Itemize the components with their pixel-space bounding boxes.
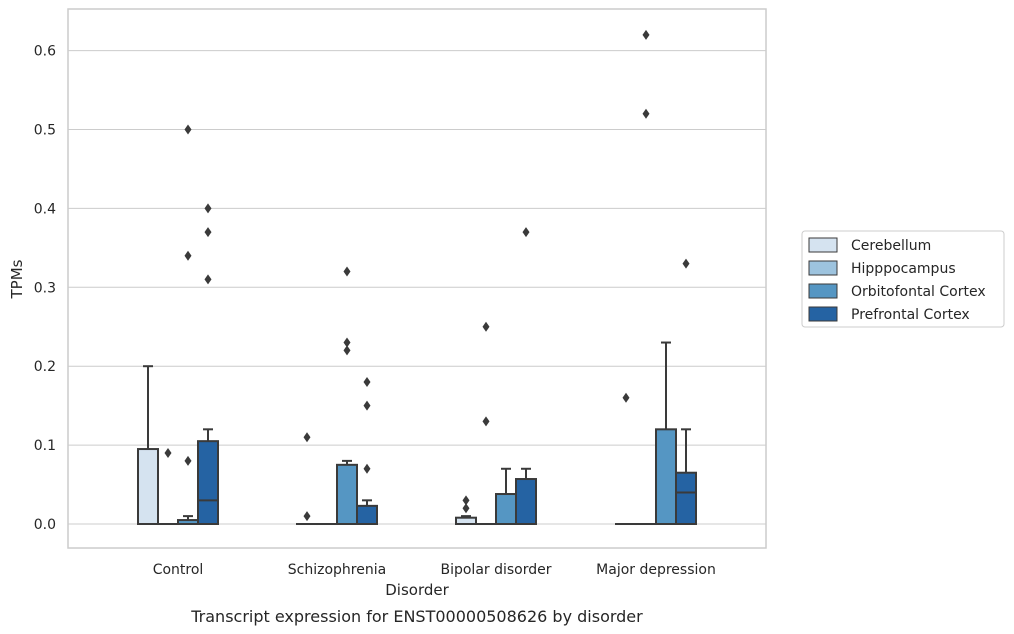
- outlier-point: [204, 227, 212, 238]
- box: [475, 321, 497, 526]
- plot-frame: [67, 8, 767, 549]
- outlier-point: [642, 108, 650, 119]
- box: [296, 432, 318, 526]
- box-body: [495, 493, 517, 526]
- box-body: [356, 504, 378, 525]
- box: [675, 258, 697, 525]
- legend-swatch: [808, 283, 838, 299]
- outlier-point: [642, 29, 650, 40]
- category-group: [137, 124, 219, 526]
- outlier-point: [682, 258, 690, 269]
- chart-caption: Transcript expression for ENST0000050862…: [190, 607, 643, 626]
- outlier-point: [343, 266, 351, 277]
- outlier-point: [343, 337, 351, 348]
- outlier-point: [343, 345, 351, 356]
- outlier-point: [303, 432, 311, 443]
- y-tick-label: 0.5: [34, 123, 56, 139]
- y-tick-label: 0.3: [34, 280, 56, 296]
- legend-item: Prefrontal Cortex: [808, 306, 970, 323]
- box-body: [675, 471, 697, 525]
- box-body: [197, 440, 219, 525]
- outlier-point: [184, 124, 192, 135]
- outlier-point: [522, 227, 530, 238]
- outlier-point: [622, 392, 630, 403]
- box-body: [655, 428, 677, 526]
- outlier-point: [303, 511, 311, 522]
- legend-frame: [801, 230, 1005, 328]
- y-axis-label: TPMs: [8, 259, 26, 299]
- box-body: [137, 448, 159, 526]
- x-tick-label: Bipolar disorder: [440, 562, 551, 578]
- box-body: [515, 478, 537, 526]
- legend-label: Orbitofontal Cortex: [851, 284, 986, 300]
- x-tick-label: Schizophrenia: [288, 562, 386, 578]
- outlier-point: [482, 416, 490, 427]
- box: [137, 365, 159, 526]
- outlier-point: [363, 463, 371, 474]
- outlier-point: [482, 321, 490, 332]
- legend-label: Hipppocampus: [851, 261, 956, 277]
- category-group: [615, 29, 697, 526]
- x-tick-labels: Control Schizophrenia Bipolar disorder Majo…: [153, 562, 716, 578]
- legend-label: Cerebellum: [851, 238, 931, 254]
- outlier-point: [204, 203, 212, 214]
- x-tick-label: Control: [153, 562, 204, 578]
- legend-item: Hipppocampus: [808, 260, 956, 277]
- category-group: [455, 227, 537, 526]
- x-axis-label: Disorder: [385, 581, 449, 599]
- box: [336, 266, 358, 526]
- y-tick-label: 0.6: [34, 44, 56, 60]
- y-tick-label: 0.2: [34, 359, 56, 375]
- y-tick-label: 0.0: [34, 517, 56, 533]
- legend-item: Cerebellum: [808, 237, 931, 254]
- y-tick-label: 0.1: [34, 438, 56, 454]
- outlier-point: [204, 274, 212, 285]
- legend-swatch: [808, 306, 838, 322]
- outlier-point: [184, 455, 192, 466]
- category-group: [296, 266, 378, 526]
- outlier-point: [184, 250, 192, 261]
- y-tick-labels: 0.0 0.1 0.2 0.3 0.4 0.5 0.6: [34, 44, 56, 533]
- box: [356, 376, 378, 525]
- box-body: [336, 463, 358, 526]
- legend-item: Orbitofontal Cortex: [808, 283, 986, 300]
- legend-label: Prefrontal Cortex: [851, 307, 970, 323]
- x-tick-label: Major depression: [596, 562, 716, 578]
- box: [197, 203, 219, 525]
- outlier-point: [363, 400, 371, 411]
- box: [515, 227, 537, 526]
- outlier-point: [462, 503, 470, 514]
- box: [455, 495, 477, 525]
- plot-background: [68, 9, 766, 548]
- outlier-point: [363, 376, 371, 387]
- legend: Cerebellum Hipppocampus Orbitofontal Corte…: [801, 230, 1005, 328]
- y-tick-label: 0.4: [34, 201, 56, 217]
- legend-swatch: [808, 260, 838, 276]
- box-groups: [137, 29, 697, 526]
- outlier-point: [462, 495, 470, 506]
- legend-swatch: [808, 237, 838, 253]
- outlier-point: [164, 447, 172, 458]
